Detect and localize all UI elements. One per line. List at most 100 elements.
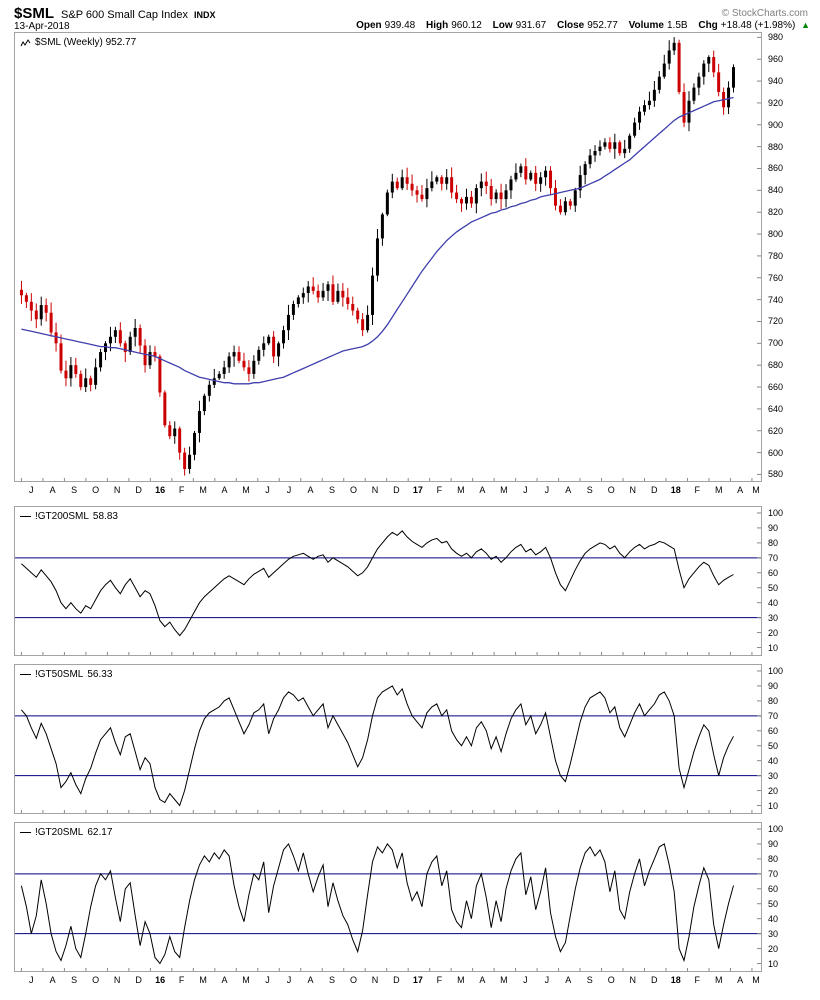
open-value: 939.48 bbox=[384, 20, 416, 31]
volume-value: 1.5B bbox=[666, 20, 688, 31]
quote-line: Open 939.48 High 960.12 Low 931.67 Close 952… bbox=[348, 20, 810, 31]
x-tick-label: S bbox=[71, 485, 78, 495]
y-tick-label: 60 bbox=[768, 567, 779, 578]
y-tick-label: 90 bbox=[768, 680, 779, 691]
y-tick-label: 30 bbox=[768, 612, 779, 623]
close-label: Close bbox=[556, 20, 585, 31]
y-tick-label: 620 bbox=[768, 425, 784, 436]
x-tick-label: A bbox=[307, 485, 314, 495]
x-tick-label: 16 bbox=[155, 485, 166, 495]
x-tick-label: M bbox=[457, 975, 465, 985]
x-tick-label: D bbox=[135, 485, 142, 495]
gt200-panel: !GT200SML 58.83 bbox=[14, 506, 762, 656]
y-tick-label: 70 bbox=[768, 868, 779, 879]
y-tick-label: 20 bbox=[768, 785, 779, 796]
y-tick-label: 80 bbox=[768, 853, 779, 864]
chart-style-icon bbox=[20, 38, 31, 46]
x-tick-label: S bbox=[586, 975, 593, 985]
y-tick-label: 10 bbox=[768, 642, 779, 653]
gt20-value: 62.17 bbox=[87, 827, 113, 838]
x-tick-label: F bbox=[694, 975, 700, 985]
y-tick-label: 60 bbox=[768, 883, 779, 894]
price-chart-panel: $SML (Weekly) 952.77 bbox=[14, 32, 762, 482]
chart-header: $SML S&P 600 Small Cap Index INDX bbox=[14, 5, 216, 22]
y-tick-label: 30 bbox=[768, 770, 779, 781]
x-tick-label: N bbox=[113, 975, 121, 985]
y-tick-label: 720 bbox=[768, 316, 784, 327]
x-tick-label: D bbox=[651, 975, 658, 985]
y-tick-label: 680 bbox=[768, 360, 784, 371]
gt50-y-axis: 100 90 80 70 60 50 40 30 20 10 bbox=[765, 665, 817, 815]
y-tick-label: 80 bbox=[768, 537, 779, 548]
y-tick-label: 760 bbox=[768, 272, 784, 283]
x-tick-label: A bbox=[307, 975, 314, 985]
gt20-y-axis: 100 90 80 70 60 50 40 30 20 10 bbox=[765, 823, 817, 973]
x-tick-label: J bbox=[265, 485, 270, 495]
x-tick-label: S bbox=[328, 485, 335, 495]
gt200-legend: !GT200SML 58.83 bbox=[20, 511, 118, 522]
gt200-y-axis: 100 90 80 70 60 50 40 30 20 10 bbox=[765, 507, 817, 657]
x-tick-label: A bbox=[737, 485, 744, 495]
x-tick-label: M bbox=[752, 975, 760, 985]
y-tick-label: 100 bbox=[768, 507, 784, 518]
y-tick-label: 70 bbox=[768, 710, 779, 721]
x-tick-label: M bbox=[242, 975, 250, 985]
y-tick-label: 80 bbox=[768, 695, 779, 706]
x-tick-label: M bbox=[457, 485, 465, 495]
x-tick-label: J bbox=[28, 975, 34, 985]
x-tick-label: D bbox=[393, 975, 400, 985]
stockcharts-credit: © StockCharts.com bbox=[721, 8, 808, 19]
x-tick-label: M bbox=[714, 485, 723, 495]
x-tick-label: J bbox=[286, 975, 292, 985]
y-tick-label: 20 bbox=[768, 943, 779, 954]
y-tick-label: 700 bbox=[768, 338, 784, 349]
line-marker-icon bbox=[20, 832, 31, 833]
x-tick-label: O bbox=[607, 485, 615, 495]
x-tick-label: M bbox=[199, 975, 207, 985]
x-tick-label: S bbox=[71, 975, 78, 985]
x-tick-label: F bbox=[436, 975, 443, 985]
y-tick-label: 640 bbox=[768, 403, 784, 414]
x-tick-label: A bbox=[479, 485, 486, 495]
x-tick-label: 18 bbox=[670, 975, 681, 985]
price-legend-text: $SML (Weekly) 952.77 bbox=[35, 37, 137, 48]
y-tick-label: 820 bbox=[768, 207, 784, 218]
y-tick-label: 10 bbox=[768, 958, 779, 969]
x-tick-label: J bbox=[286, 485, 292, 495]
y-tick-label: 100 bbox=[768, 823, 784, 834]
x-tick-label: J bbox=[523, 485, 528, 495]
low-value: 931.67 bbox=[515, 20, 547, 31]
x-tick-label: N bbox=[113, 485, 121, 495]
x-tick-label: D bbox=[393, 485, 400, 495]
x-tick-label: S bbox=[328, 975, 335, 985]
x-tick-label: M bbox=[752, 485, 760, 495]
x-tick-label: N bbox=[629, 485, 637, 495]
x-tick-label: N bbox=[371, 975, 379, 985]
y-tick-label: 90 bbox=[768, 522, 779, 533]
open-label: Open bbox=[356, 20, 382, 31]
y-tick-label: 100 bbox=[768, 665, 784, 676]
y-tick-label: 740 bbox=[768, 294, 784, 305]
chart-date: 13-Apr-2018 bbox=[14, 21, 70, 32]
x-tick-label: A bbox=[565, 975, 572, 985]
y-tick-label: 90 bbox=[768, 838, 779, 849]
y-tick-label: 20 bbox=[768, 627, 779, 638]
volume-label: Volume bbox=[628, 20, 664, 31]
x-tick-label: J bbox=[544, 485, 550, 495]
up-arrow-icon: ▲ bbox=[801, 20, 810, 30]
y-tick-label: 60 bbox=[768, 725, 779, 736]
x-tick-label: M bbox=[500, 975, 508, 985]
x-tick-label: F bbox=[178, 975, 185, 985]
y-tick-label: 940 bbox=[768, 76, 784, 87]
chg-value: +18.48 (+1.98%) bbox=[720, 20, 796, 31]
x-tick-label: J bbox=[544, 975, 550, 985]
x-tick-label: 16 bbox=[155, 975, 166, 985]
x-tick-label: J bbox=[265, 975, 270, 985]
x-tick-label: 17 bbox=[412, 485, 423, 495]
y-tick-label: 70 bbox=[768, 552, 779, 563]
x-tick-label: J bbox=[523, 975, 528, 985]
x-tick-label: O bbox=[92, 975, 100, 985]
y-tick-label: 960 bbox=[768, 54, 784, 65]
y-tick-label: 660 bbox=[768, 382, 784, 393]
